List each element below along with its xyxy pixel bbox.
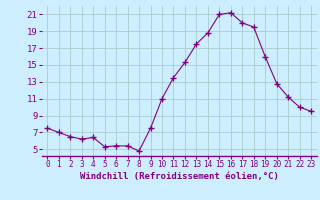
X-axis label: Windchill (Refroidissement éolien,°C): Windchill (Refroidissement éolien,°C) [80, 172, 279, 181]
